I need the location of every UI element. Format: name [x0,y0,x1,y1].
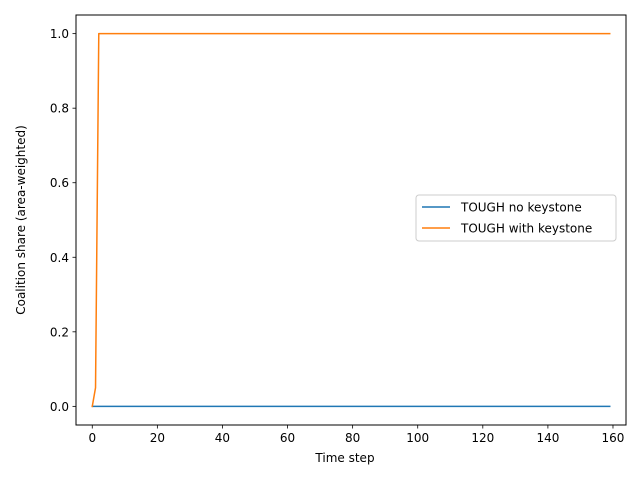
x-tick-label: 0 [88,431,96,445]
y-tick-label: 0.8 [50,102,69,116]
series-layer [91,32,611,408]
x-tick-label: 120 [471,431,494,445]
legend-label-no-keystone: TOUGH no keystone [460,201,582,215]
x-axis-title: Time step [314,451,374,465]
x-tick-label: 140 [536,431,559,445]
y-tick-label: 0.2 [50,325,69,339]
y-axis-ticks: 0.0 0.2 0.4 0.6 0.8 1.0 [50,27,76,414]
legend-label-with-keystone: TOUGH with keystone [460,222,592,236]
legend-box [415,194,617,242]
series-line-1 [91,32,611,408]
x-tick-label: 20 [150,431,165,445]
y-tick-label: 0.6 [50,176,69,190]
y-tick-label: 1.0 [50,27,69,41]
y-tick-label: 0.0 [50,400,69,414]
x-tick-label: 160 [602,431,625,445]
x-tick-label: 60 [280,431,295,445]
x-tick-label: 80 [345,431,360,445]
x-tick-label: 100 [406,431,429,445]
y-axis-title: Coalition share (area-weighted) [14,125,28,315]
legend: TOUGH no keystone TOUGH with keystone [415,194,617,242]
plot-frame [75,14,627,426]
y-tick-label: 0.4 [50,251,69,265]
x-axis-ticks: 0 20 40 60 80 100 120 140 160 [88,425,624,445]
x-tick-label: 40 [215,431,230,445]
